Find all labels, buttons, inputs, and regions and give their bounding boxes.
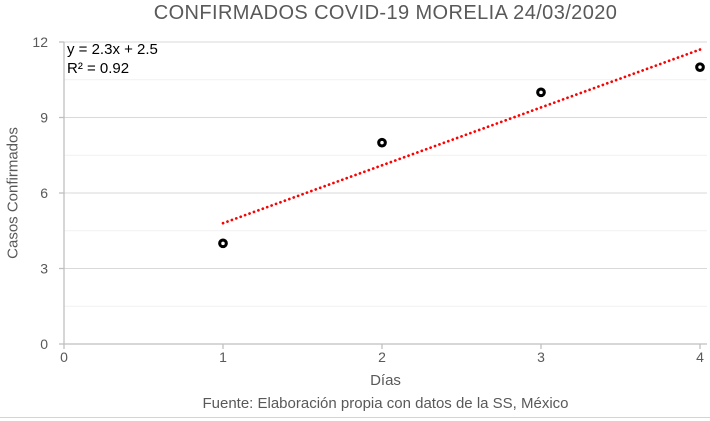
- y-tick-label: 0: [40, 336, 48, 352]
- x-tick-label: 1: [219, 349, 227, 365]
- data-point-marker: [695, 62, 705, 73]
- x-tick-label: 4: [696, 349, 704, 365]
- x-tick-label: 0: [60, 349, 68, 365]
- source-note: Fuente: Elaboración propia con datos de …: [202, 395, 569, 412]
- y-tick-label: 3: [40, 261, 48, 277]
- y-tick-label: 6: [40, 185, 48, 201]
- x-tick-label: 3: [537, 349, 545, 365]
- trendline-equation-box: y = 2.3x + 2.5 R² = 0.92: [67, 40, 158, 78]
- trendline-r2-label: R² = 0.92: [67, 60, 130, 77]
- x-axis-title: Días: [370, 372, 401, 389]
- data-point-marker: [377, 137, 387, 148]
- y-tick-label: 12: [32, 34, 48, 50]
- trendline-equation-label: y = 2.3x + 2.5: [67, 41, 158, 58]
- bottom-border-line: [0, 417, 710, 418]
- trendline: [221, 48, 702, 225]
- x-tick-label: 2: [378, 349, 386, 365]
- chart-title: CONFIRMADOS COVID-19 MORELIA 24/03/2020: [153, 2, 618, 24]
- data-point-marker: [536, 87, 546, 98]
- data-point-marker: [218, 238, 228, 249]
- y-tick-label: 9: [40, 110, 48, 126]
